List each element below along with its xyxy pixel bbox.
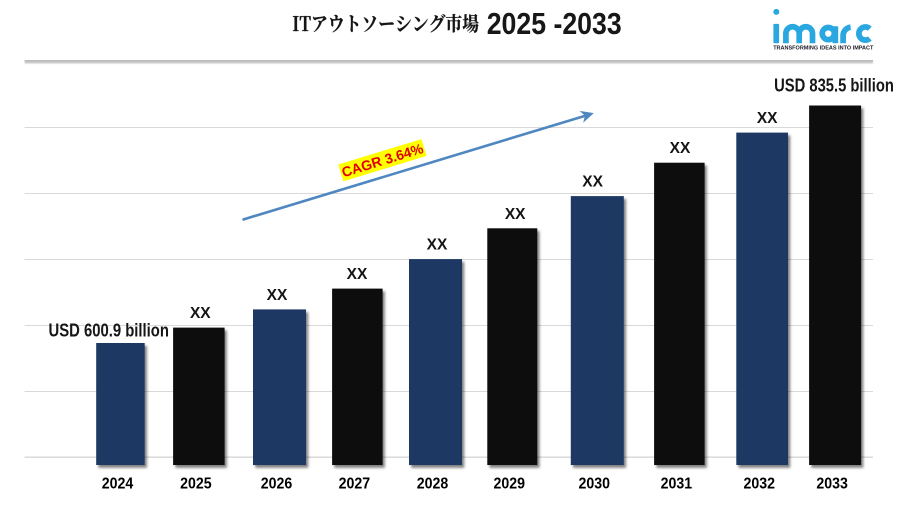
svg-text:2025 -2033: 2025 -2033 xyxy=(487,6,622,41)
svg-text:2024: 2024 xyxy=(102,476,134,493)
svg-text:2033: 2033 xyxy=(816,476,848,493)
svg-text:XX: XX xyxy=(757,110,778,127)
svg-text:XX: XX xyxy=(670,140,691,157)
svg-text:2025: 2025 xyxy=(180,476,212,493)
svg-text:USD 600.9 billion: USD 600.9 billion xyxy=(49,321,169,341)
svg-text:XX: XX xyxy=(582,174,603,191)
svg-text:XX: XX xyxy=(267,287,288,304)
svg-text:XX: XX xyxy=(427,237,448,254)
svg-text:USD 835.5 billion: USD 835.5 billion xyxy=(774,76,894,96)
svg-text:2030: 2030 xyxy=(579,476,611,493)
svg-text:XX: XX xyxy=(190,305,211,322)
svg-text:2031: 2031 xyxy=(661,476,693,493)
svg-text:2027: 2027 xyxy=(339,476,371,493)
svg-text:2026: 2026 xyxy=(261,476,293,493)
svg-text:XX: XX xyxy=(347,266,368,283)
svg-text:TRANSFORMING IDEAS INTO IMPACT: TRANSFORMING IDEAS INTO IMPACT xyxy=(773,46,874,52)
svg-text:2028: 2028 xyxy=(417,476,449,493)
svg-text:XX: XX xyxy=(505,206,526,223)
svg-text:2029: 2029 xyxy=(494,476,526,493)
svg-text:2032: 2032 xyxy=(743,476,775,493)
